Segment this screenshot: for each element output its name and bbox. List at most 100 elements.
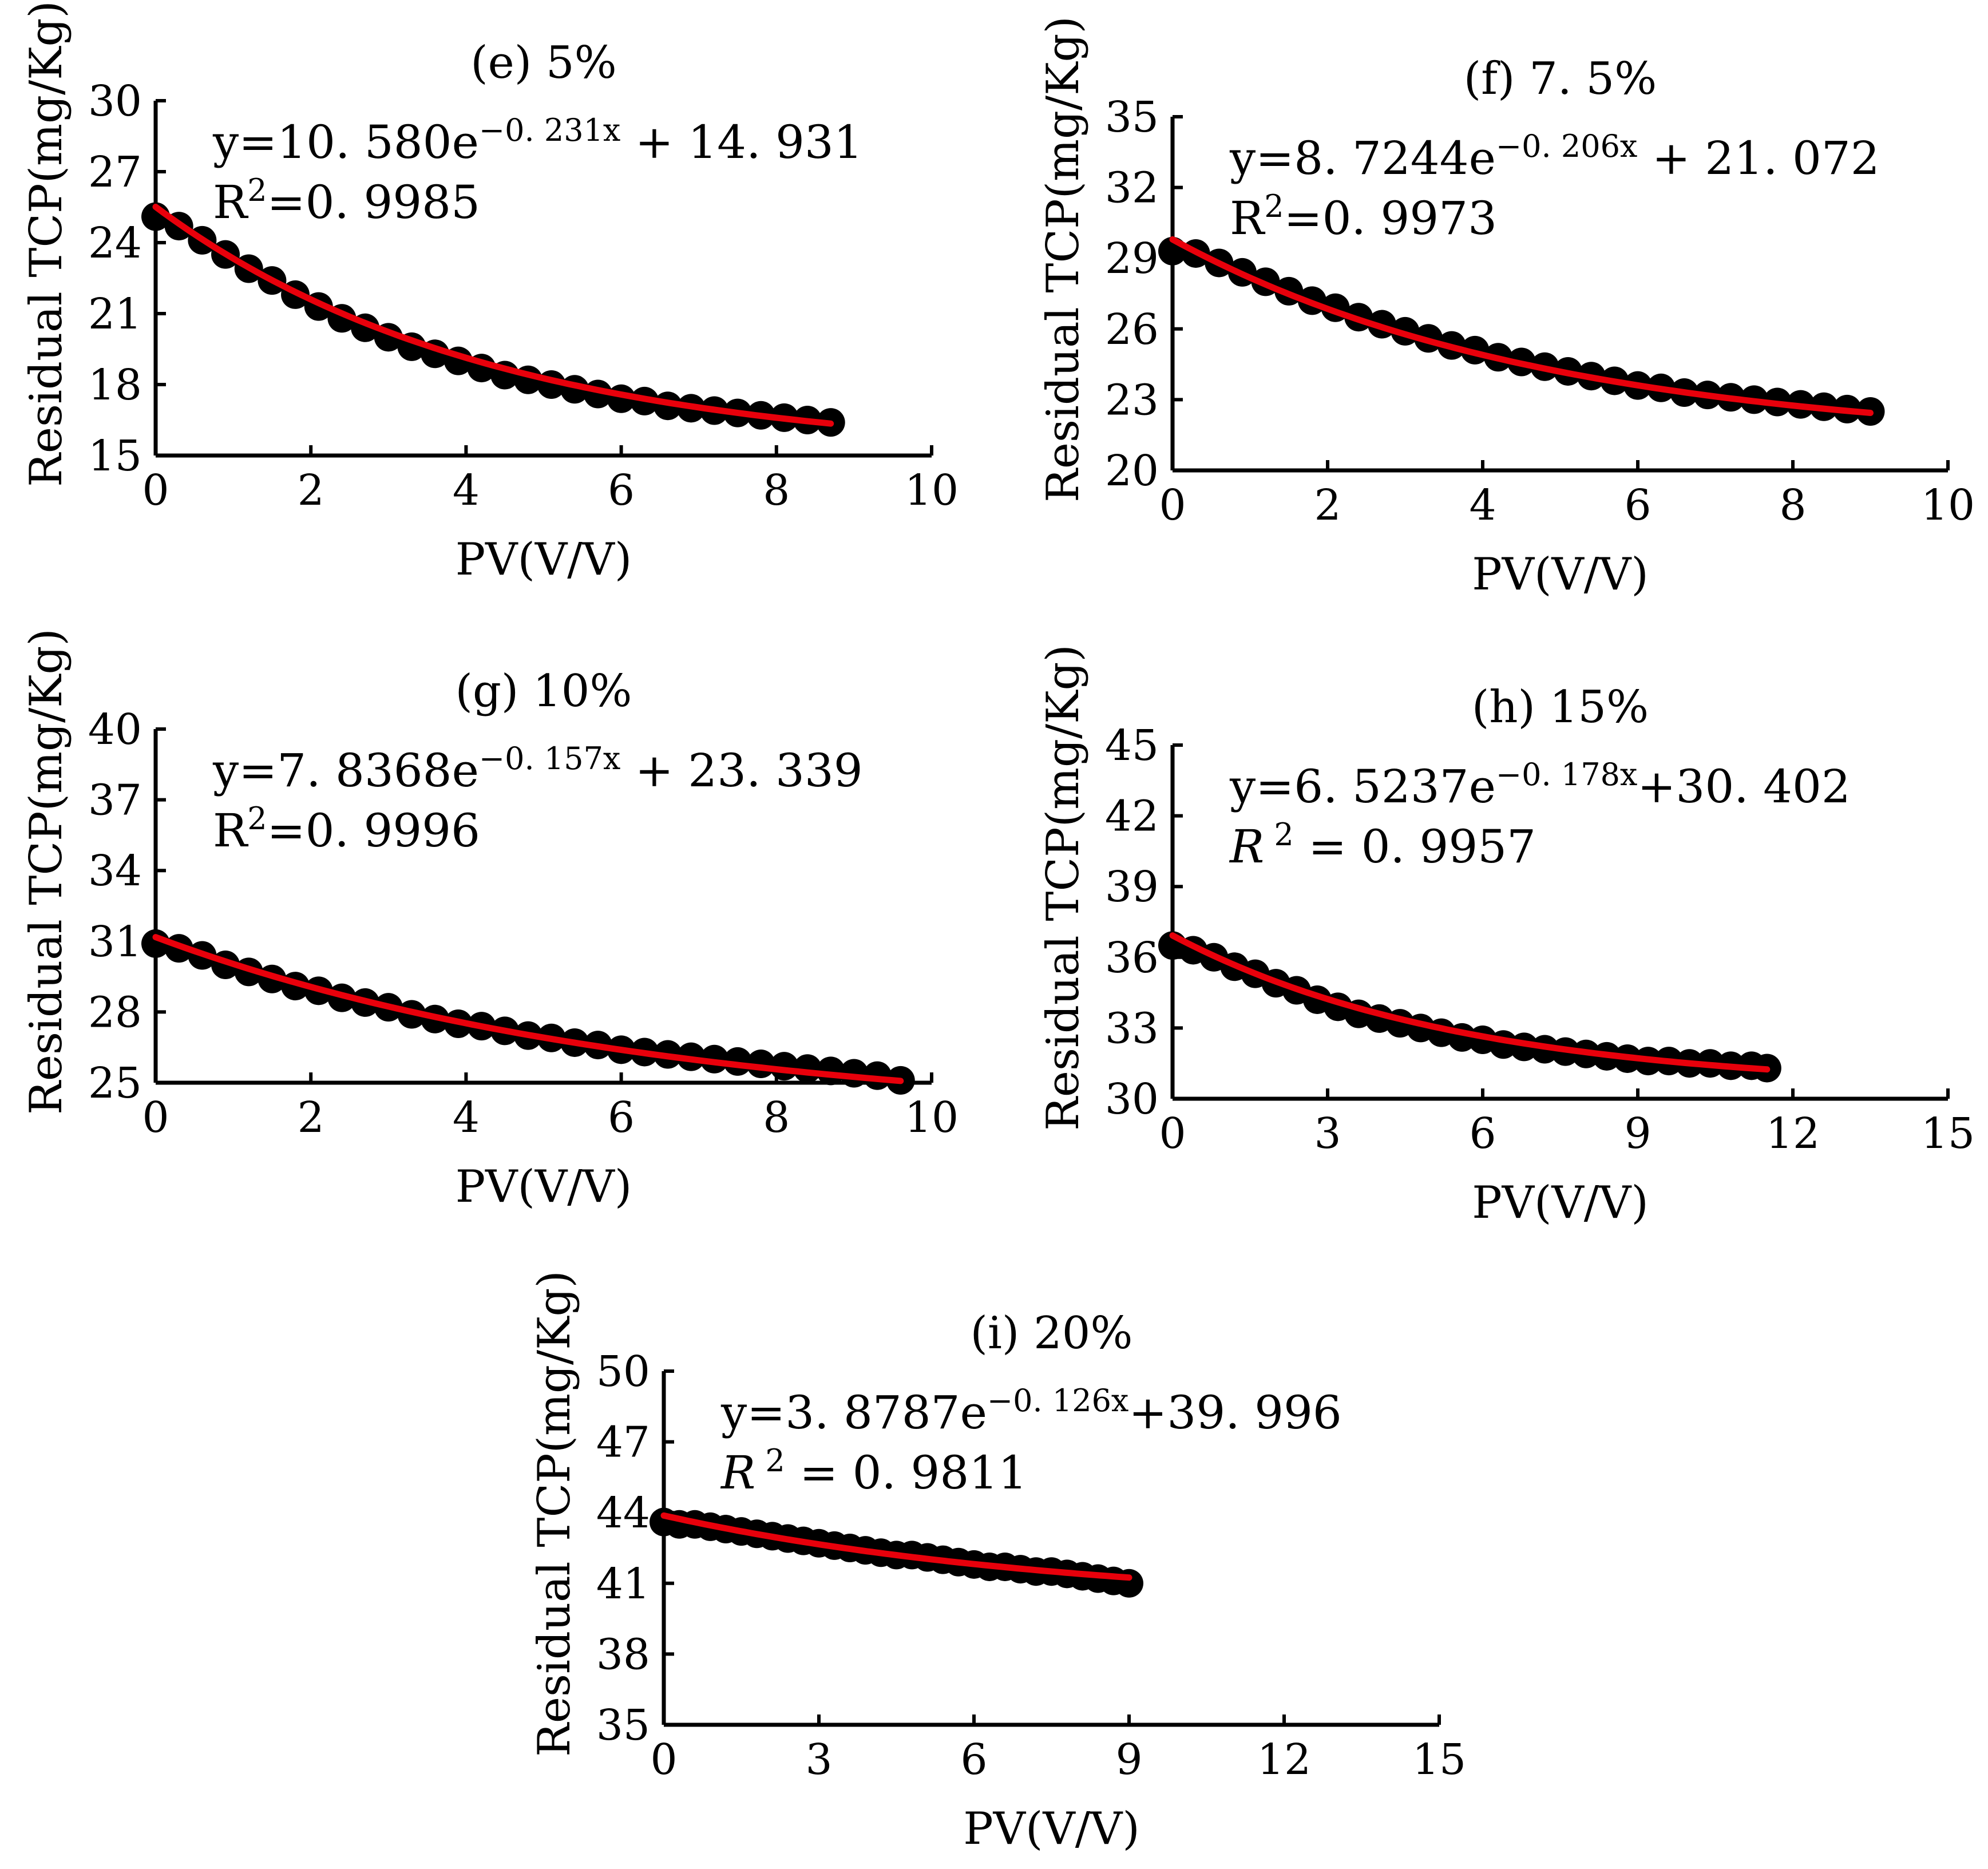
y-tick-label: 15 (88, 431, 142, 481)
x-tick-label: 6 (608, 1093, 635, 1142)
r-squared-superscript: 2 (1264, 817, 1294, 853)
panel-f: (f) 7. 5% 0 2 4 6 8 10 20 23 26 29 32 35 PV(V/V) Resid… (1037, 16, 1975, 600)
r-squared-superscript: 2 (1264, 188, 1284, 224)
fit-equation: y=6. 5237e−0. 178x+30. 402 (1229, 757, 1851, 813)
fit-curve (660, 1512, 1132, 1581)
data-point (1115, 1569, 1143, 1598)
equation-exponent: −0. 178x (1496, 757, 1637, 793)
equation-exponent: −0. 157x (479, 741, 620, 777)
x-tick-label: 8 (1779, 481, 1806, 530)
y-tick-label: 47 (596, 1418, 650, 1467)
x-tick-label: 8 (763, 1093, 790, 1142)
equation-base: y=10. 580e (212, 116, 479, 169)
x-tick-label: 3 (1314, 1109, 1341, 1158)
y-axis-label: Residual TCP(mg/Kg) (21, 628, 72, 1115)
x-tick-label: 6 (960, 1735, 987, 1784)
y-tick-label: 37 (88, 776, 142, 825)
r-squared-symbol: R (1230, 192, 1266, 245)
x-tick-label: 12 (1766, 1109, 1820, 1158)
fit-equation: y=8. 7244e−0. 206x + 21. 072 (1229, 128, 1880, 185)
y-tick-label: 30 (1105, 1075, 1159, 1124)
r-squared: R2=0. 9996 (213, 801, 480, 857)
equation-constant: +39. 996 (1128, 1386, 1341, 1439)
y-tick-label: 18 (88, 361, 142, 410)
y-tick-label: 26 (1105, 305, 1159, 354)
y-axis-label: Residual TCP(mg/Kg) (21, 1, 72, 487)
chart-title: (f) 7. 5% (1464, 53, 1657, 105)
y-tick-label: 42 (1105, 792, 1159, 841)
equation-base: y=3. 8787e (720, 1386, 987, 1439)
x-tick-label: 10 (1921, 481, 1975, 530)
x-tick-label: 15 (1921, 1109, 1975, 1158)
chart-title: (g) 10% (456, 666, 632, 717)
panel-i: (i) 20% 0 3 6 9 12 15 35 38 41 44 47 50 PV(V/V) Residu… (529, 1270, 1466, 1855)
r-squared-value: = 0. 9957 (1294, 820, 1536, 873)
equation-base: y=8. 7244e (1229, 132, 1496, 185)
x-tick-label: 0 (1159, 1109, 1186, 1158)
panel-e: (e) 5%0 2 4 6 8 10151821242730PV(V/V)Residual… (21, 1, 959, 585)
x-tick-label: 10 (905, 466, 959, 515)
x-tick-label: 6 (1624, 481, 1651, 530)
y-tick-label: 24 (88, 219, 142, 268)
y-tick-label: 21 (88, 290, 142, 339)
y-tick-label: 44 (596, 1488, 650, 1538)
y-tick-label: 45 (1105, 721, 1159, 770)
y-tick-label: 25 (88, 1059, 142, 1108)
x-tick-label: 2 (1314, 481, 1341, 530)
equation-constant: +30. 402 (1637, 760, 1850, 813)
r-squared: R2=0. 9985 (213, 172, 480, 229)
r-squared-symbol: R (213, 804, 249, 857)
x-tick-label: 0 (1159, 481, 1186, 530)
y-tick-label: 50 (596, 1347, 650, 1396)
y-tick-label: 35 (1105, 93, 1159, 142)
equation-base: y=7. 8368e (212, 744, 479, 797)
r-squared-value: =0. 9985 (267, 176, 480, 229)
r-squared: R 2 = 0. 9811 (720, 1443, 1027, 1499)
y-tick-label: 28 (88, 988, 142, 1037)
equation-constant: + 14. 931 (620, 116, 862, 169)
x-axis-label: PV(V/V) (963, 1803, 1140, 1855)
x-tick-label: 3 (805, 1735, 832, 1784)
y-axis-label: Residual TCP(mg/Kg) (529, 1270, 580, 1757)
r-squared: R 2 = 0. 9957 (1229, 817, 1536, 873)
chart-title: (h) 15% (1472, 682, 1649, 733)
y-axis-label: Residual TCP(mg/Kg) (1037, 644, 1089, 1131)
x-tick-label: 4 (453, 1093, 480, 1142)
r-squared-symbol: R (720, 1446, 755, 1499)
panel-h: (h) 15%0 3 6 9 12 15303336394245PV(V/V)Residu… (1037, 644, 1975, 1229)
r-squared-value: = 0. 9811 (785, 1446, 1027, 1499)
x-tick-label: 8 (763, 466, 790, 515)
chart-title: (e) 5% (470, 37, 617, 89)
fit-equation: y=7. 8368e−0. 157x + 23. 339 (212, 741, 863, 797)
y-tick-label: 36 (1105, 933, 1159, 983)
r-squared-symbol: R (213, 176, 249, 229)
equation-exponent: −0. 126x (987, 1383, 1128, 1419)
y-tick-label: 34 (88, 846, 142, 896)
y-tick-label: 33 (1105, 1004, 1159, 1053)
x-tick-label: 6 (608, 466, 635, 515)
fit-curve (1169, 932, 1771, 1073)
fit-equation: y=10. 580e−0. 231x + 14. 931 (212, 112, 863, 169)
y-tick-label: 29 (1105, 234, 1159, 283)
equation-exponent: −0. 231x (479, 112, 620, 148)
r-squared-superscript: 2 (247, 801, 267, 837)
y-tick-label: 35 (596, 1701, 650, 1750)
x-axis-label: PV(V/V) (1472, 549, 1649, 600)
y-axis-label: Residual TCP(mg/Kg) (1037, 16, 1089, 502)
data-point (863, 1061, 892, 1090)
x-tick-label: 0 (650, 1735, 677, 1784)
y-tick-label: 27 (88, 148, 142, 197)
fit-curve (1169, 236, 1874, 416)
y-tick-label: 32 (1105, 164, 1159, 213)
x-tick-label: 2 (298, 466, 324, 515)
equation-constant: + 23. 339 (620, 744, 862, 797)
x-tick-label: 4 (453, 466, 480, 515)
y-tick-label: 30 (88, 77, 142, 126)
y-tick-label: 38 (596, 1630, 650, 1679)
x-tick-label: 12 (1257, 1735, 1311, 1784)
r-squared-symbol: R (1229, 820, 1264, 873)
y-tick-label: 23 (1105, 375, 1159, 425)
x-tick-label: 0 (142, 466, 169, 515)
x-tick-label: 9 (1115, 1735, 1142, 1784)
